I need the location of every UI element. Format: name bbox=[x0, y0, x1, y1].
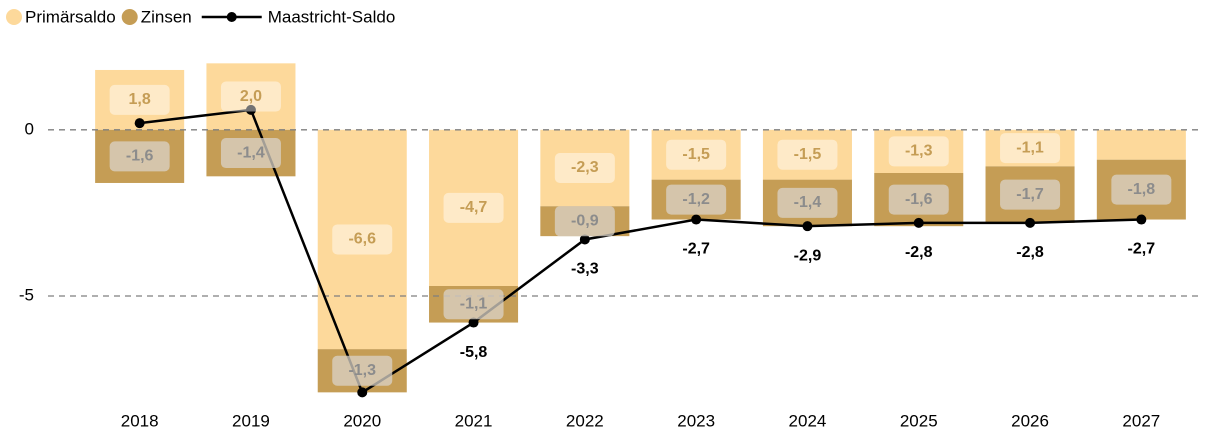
x-tick-label: 2018 bbox=[121, 411, 159, 430]
bar bbox=[317, 129, 407, 350]
data-label: -2,3 bbox=[571, 159, 599, 176]
data-label: -4,7 bbox=[460, 199, 488, 216]
label-box bbox=[443, 289, 504, 320]
data-label: -1,7 bbox=[1016, 186, 1044, 203]
bar bbox=[762, 129, 852, 180]
legend-label: Maastricht-Saldo bbox=[268, 7, 396, 26]
label-box bbox=[1111, 174, 1172, 205]
x-tick-label: 2020 bbox=[343, 411, 381, 430]
line-marker bbox=[1025, 217, 1036, 228]
data-label: -1,4 bbox=[794, 194, 822, 211]
label-box bbox=[888, 136, 949, 167]
label-box bbox=[554, 153, 615, 184]
label-box bbox=[109, 84, 170, 115]
label-box bbox=[1000, 133, 1061, 164]
bar bbox=[1096, 129, 1186, 160]
bar bbox=[874, 129, 964, 173]
line-marker bbox=[691, 214, 702, 225]
bar bbox=[540, 129, 630, 207]
data-label: -1,1 bbox=[460, 295, 488, 312]
data-label: -1,6 bbox=[126, 148, 154, 165]
line-marker bbox=[1136, 214, 1147, 225]
label-box bbox=[443, 192, 504, 223]
data-label: -0,9 bbox=[571, 212, 599, 229]
data-label: 2,0 bbox=[240, 88, 262, 105]
data-label: -1,3 bbox=[905, 143, 933, 160]
label-box bbox=[777, 139, 838, 170]
data-label: -2,7 bbox=[682, 241, 710, 258]
label-box bbox=[1000, 179, 1061, 210]
data-label: -1,8 bbox=[1128, 181, 1156, 198]
x-tick-label: 2022 bbox=[566, 411, 604, 430]
data-label: -3,3 bbox=[571, 261, 599, 278]
data-label: -1,1 bbox=[1016, 139, 1044, 156]
bar bbox=[985, 129, 1075, 167]
legend-marker bbox=[121, 9, 138, 25]
label-box bbox=[220, 81, 281, 112]
x-tick-label: 2025 bbox=[900, 411, 938, 430]
line-marker bbox=[134, 118, 145, 129]
x-tick-label: 2026 bbox=[1011, 411, 1049, 430]
data-label: -1,2 bbox=[682, 191, 710, 208]
line-marker bbox=[802, 221, 813, 232]
label-box bbox=[554, 206, 615, 237]
x-tick-label: 2027 bbox=[1122, 411, 1160, 430]
line bbox=[139, 108, 1142, 395]
data-label: -2,8 bbox=[905, 244, 933, 261]
data-label: 1,8 bbox=[129, 91, 151, 108]
x-tick-label: 2024 bbox=[789, 411, 827, 430]
legend-label: Zinsen bbox=[141, 7, 192, 26]
data-label: -1,4 bbox=[237, 144, 265, 161]
data-label: -1,6 bbox=[905, 191, 933, 208]
x-tick-label: 2023 bbox=[677, 411, 715, 430]
data-label: -2,8 bbox=[1016, 244, 1044, 261]
x-tick-label: 2019 bbox=[232, 411, 270, 430]
label-box bbox=[220, 138, 281, 169]
label-box bbox=[109, 141, 170, 172]
label-box bbox=[666, 139, 727, 170]
y-tick-label: 0 bbox=[25, 119, 34, 138]
line-marker bbox=[579, 234, 590, 245]
data-label: -1,3 bbox=[348, 362, 376, 379]
data-label: -2,9 bbox=[794, 247, 822, 264]
label-box bbox=[332, 224, 393, 255]
bar bbox=[429, 129, 519, 286]
line-marker bbox=[245, 104, 256, 115]
data-label: -5,8 bbox=[460, 344, 488, 361]
label-box bbox=[332, 355, 393, 386]
data-label: -1,5 bbox=[794, 146, 822, 163]
x-tick-label: 2021 bbox=[455, 411, 493, 430]
line-marker bbox=[468, 317, 479, 328]
label-box bbox=[666, 184, 727, 215]
line-marker bbox=[913, 217, 924, 228]
data-label: -2,7 bbox=[1128, 241, 1156, 258]
bar bbox=[206, 63, 296, 130]
data-label: -1,5 bbox=[682, 146, 710, 163]
y-tick-label: -5 bbox=[19, 285, 34, 304]
label-box bbox=[888, 184, 949, 215]
line-marker bbox=[357, 387, 368, 398]
data-label: -6,6 bbox=[348, 231, 376, 248]
bar bbox=[651, 129, 741, 180]
legend-marker bbox=[226, 12, 237, 22]
legend-label: Primärsaldo bbox=[25, 7, 116, 26]
label-box bbox=[777, 187, 838, 218]
legend-marker bbox=[6, 9, 22, 25]
